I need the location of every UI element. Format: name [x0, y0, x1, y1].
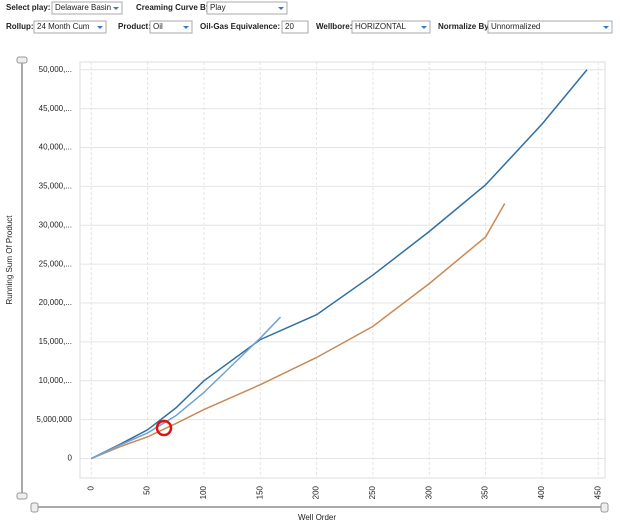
- series-line: [90, 203, 506, 460]
- grid: 0 5,000,000 10,000,... 15,000,... 20,000,...…: [36, 62, 605, 499]
- control-value: 24 Month Cum: [37, 22, 90, 31]
- control-label: Oil-Gas Equivalence:: [200, 22, 280, 31]
- x-tick-label: 0: [86, 485, 95, 490]
- x-tick-label: 50: [143, 485, 152, 494]
- dropdown-arrow: [113, 7, 119, 10]
- slider-handle[interactable]: [600, 502, 609, 513]
- dropdown[interactable]: [33, 20, 107, 34]
- control-label: Select play:: [6, 3, 50, 12]
- x-tick-label: 450: [593, 485, 602, 499]
- x-tick-label: 350: [481, 485, 490, 499]
- control-label: Rollup:: [6, 22, 34, 31]
- dropdown[interactable]: [487, 20, 613, 34]
- dropdown-arrow: [421, 26, 427, 29]
- x-tick-label: 150: [255, 485, 264, 499]
- y-tick-label: 30,000,...: [39, 220, 72, 229]
- y-tick-label: 50,000,...: [39, 65, 72, 74]
- dropdown[interactable]: [51, 1, 123, 15]
- highlight-circle: [155, 419, 173, 437]
- y-tick-label: 15,000,...: [39, 337, 72, 346]
- text-input[interactable]: [281, 20, 309, 34]
- x-tick-label: 100: [199, 485, 208, 499]
- dropdown-arrow: [183, 26, 189, 29]
- series-line: [90, 69, 588, 460]
- dropdown[interactable]: [206, 1, 288, 15]
- y-tick-label: 35,000,...: [39, 182, 72, 191]
- control-label: Normalize By:: [438, 22, 491, 31]
- plot-area: [79, 61, 606, 479]
- lines: [90, 69, 588, 460]
- slider-handle[interactable]: [16, 56, 28, 64]
- dropdown-arrow: [278, 7, 284, 10]
- x-tick-label: 200: [312, 485, 321, 499]
- y-tick-label: 40,000,...: [39, 143, 72, 152]
- slider-handle[interactable]: [16, 492, 28, 500]
- control-label: Product:: [118, 22, 151, 31]
- y-tick-label: 45,000,...: [39, 104, 72, 113]
- x-tick-label: 400: [537, 485, 546, 499]
- control-value: 20: [285, 22, 294, 31]
- y-axis-label: Running Sum Of Product: [5, 215, 14, 305]
- control-value: Unnormalized: [491, 22, 540, 31]
- dropdown-arrow: [603, 26, 609, 29]
- dropdown[interactable]: [149, 20, 193, 34]
- dropdown[interactable]: [351, 20, 431, 34]
- control-value: Play: [210, 3, 226, 12]
- y-tick-label: 25,000,...: [39, 259, 72, 268]
- control-label: Creaming Curve By:: [136, 3, 213, 12]
- x-tick-label: 300: [424, 485, 433, 499]
- control-label: Wellbore:: [316, 22, 352, 31]
- y-tick-label: 10,000,...: [39, 376, 72, 385]
- series-line: [90, 316, 282, 460]
- y-tick-label: 5,000,000: [36, 415, 72, 424]
- x-tick-label: 250: [368, 485, 377, 499]
- controls: Select play: Delaware Basin Creaming Curve…: [6, 1, 613, 34]
- control-value: Delaware Basin: [55, 3, 111, 12]
- control-value: HORIZONTAL: [355, 22, 407, 31]
- y-tick-label: 0: [68, 454, 73, 463]
- y-tick-label: 20,000,...: [39, 298, 72, 307]
- control-value: Oil: [153, 22, 163, 31]
- slider-handle[interactable]: [30, 502, 39, 513]
- dropdown-arrow: [97, 26, 103, 29]
- x-axis-label: Well Order: [298, 513, 336, 522]
